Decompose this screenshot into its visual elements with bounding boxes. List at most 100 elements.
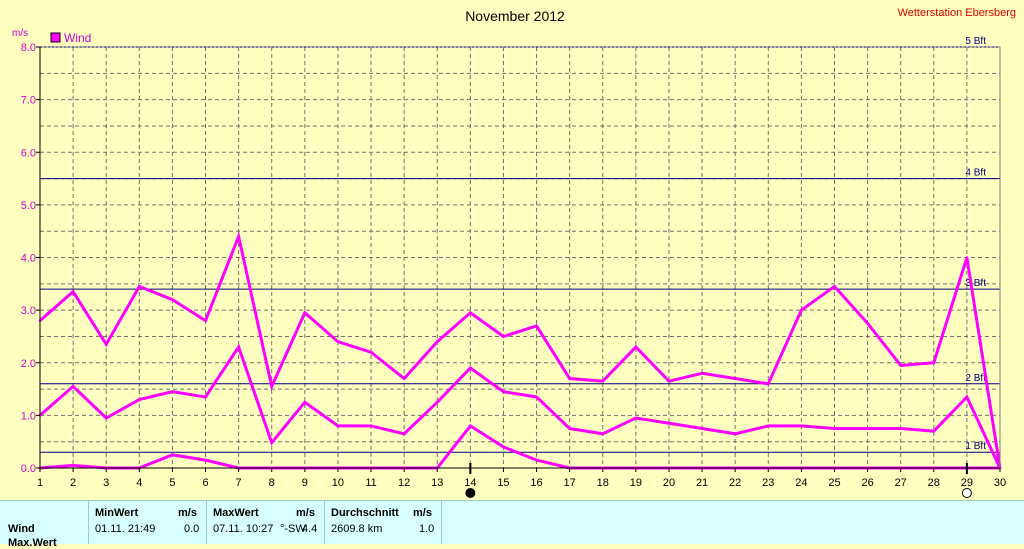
- data-point-min: [204, 458, 207, 462]
- data-point-max: [800, 308, 803, 312]
- data-point-average: [866, 427, 869, 430]
- new-moon-icon: [465, 488, 476, 498]
- y-tick-label: 7.0: [21, 95, 36, 107]
- data-point-min: [535, 458, 538, 462]
- row-label-2: Max.Wert: [8, 537, 57, 549]
- x-tick-label: 3: [103, 477, 109, 489]
- x-tick-label: 4: [136, 477, 142, 489]
- grid-lines: [40, 47, 1000, 468]
- data-point-max: [138, 285, 141, 288]
- data-point-average: [336, 424, 340, 428]
- distance: 2609.8 km: [331, 523, 383, 535]
- data-point-max: [502, 335, 505, 338]
- data-point-average: [700, 427, 704, 430]
- x-tick-label: 29: [961, 477, 973, 489]
- data-point-max: [932, 361, 935, 364]
- x-tick-label: 28: [928, 477, 940, 489]
- legend-label: Wind: [64, 31, 91, 45]
- y-tick-label: 4.0: [21, 253, 36, 265]
- data-point-average: [800, 424, 803, 428]
- x-tick-label: 11: [365, 477, 376, 489]
- data-point-min: [502, 445, 505, 449]
- data-point-max: [105, 343, 108, 346]
- x-tick-label: 15: [497, 477, 509, 489]
- x-tick-label: 17: [564, 477, 576, 489]
- data-point-average: [634, 416, 638, 420]
- legend-swatch: [50, 32, 61, 43]
- data-point-max: [866, 322, 869, 325]
- data-point-average: [932, 429, 935, 433]
- data-point-average: [965, 395, 969, 399]
- x-tick-label: 30: [994, 477, 1006, 489]
- wind-chart: November 2012 Wetterstation Ebersberg m/…: [12, 7, 1016, 498]
- data-point-average: [535, 395, 538, 399]
- data-point-max: [436, 340, 439, 343]
- data-point-max: [733, 377, 737, 380]
- y-tick-label: 1.0: [21, 410, 36, 422]
- x-tick-label: 14: [464, 477, 476, 489]
- row-label: Wind: [8, 523, 35, 535]
- data-point-average: [601, 432, 604, 435]
- data-point-average: [402, 432, 406, 435]
- data-point-min: [71, 464, 75, 467]
- data-point-max: [899, 364, 902, 367]
- x-tick-label: 22: [729, 477, 741, 489]
- y-unit-label: m/s: [12, 28, 28, 39]
- x-tick-label: 16: [530, 477, 542, 489]
- min-unit-header: m/s: [178, 507, 197, 519]
- data-point-max: [171, 298, 174, 301]
- data-point-max: [833, 285, 836, 288]
- x-tick-label: 27: [895, 477, 907, 489]
- data-point-max: [601, 379, 604, 383]
- data-point-max: [568, 377, 571, 380]
- x-tick-label: 8: [269, 477, 275, 489]
- y-tick-label: 0.0: [21, 463, 36, 475]
- data-point-average: [105, 416, 108, 420]
- x-tick-label: 7: [236, 477, 242, 489]
- data-point-average: [733, 432, 737, 435]
- x-tick-label: 12: [398, 477, 410, 489]
- x-tick-label: 1: [37, 477, 43, 489]
- data-point-average: [436, 401, 439, 404]
- x-tick-label: 20: [663, 477, 675, 489]
- max-time: 07.11. 10:27: [213, 523, 274, 535]
- beaufort-label: 5 Bft: [965, 36, 986, 47]
- avg-value: 1.0: [419, 523, 435, 535]
- chart-title: November 2012: [465, 8, 565, 24]
- beaufort-reference-lines: 1 Bft 2 Bft 3 Bft 4 Bft 5 Bft: [40, 36, 1000, 453]
- beaufort-label: 3 Bft: [965, 278, 986, 289]
- data-point-max: [469, 311, 472, 314]
- data-point-average: [303, 401, 307, 404]
- x-tick-label: 23: [762, 477, 774, 489]
- data-point-min: [171, 453, 174, 457]
- data-point-max: [767, 382, 770, 385]
- axes: 0.01.02.03.04.05.06.07.08.01 2 3 4 5 6 7 8 9 10 11…: [21, 42, 1006, 489]
- avg-unit-header: m/s: [413, 507, 432, 519]
- min-value: 0.0: [184, 523, 200, 535]
- data-point-average: [469, 366, 472, 370]
- full-moon-icon: [961, 488, 972, 498]
- data-point-max: [667, 379, 671, 383]
- x-tick-label: 19: [630, 477, 642, 489]
- data-point-max: [303, 311, 307, 314]
- max-direction: °-SW: [280, 523, 306, 535]
- data-point-average: [270, 441, 273, 444]
- x-tick-label: 6: [202, 477, 208, 489]
- data-point-max: [71, 290, 75, 293]
- max-unit-header: m/s: [296, 507, 315, 519]
- x-tick-label: 10: [332, 477, 344, 489]
- data-point-average: [237, 345, 240, 349]
- data-point-average: [138, 398, 141, 401]
- y-tick-label: 3.0: [21, 305, 36, 317]
- x-tick-label: 13: [431, 477, 443, 489]
- x-tick-label: 21: [696, 477, 708, 489]
- data-point-max: [369, 351, 373, 354]
- data-point-max: [634, 345, 638, 349]
- data-point-max: [204, 319, 207, 322]
- data-point-max: [336, 340, 340, 343]
- x-tick-label: 25: [828, 477, 840, 489]
- y-tick-label: 2.0: [21, 358, 36, 370]
- y-tick-label: 6.0: [21, 147, 36, 159]
- beaufort-label: 4 Bft: [965, 168, 986, 179]
- data-point-average: [369, 424, 373, 428]
